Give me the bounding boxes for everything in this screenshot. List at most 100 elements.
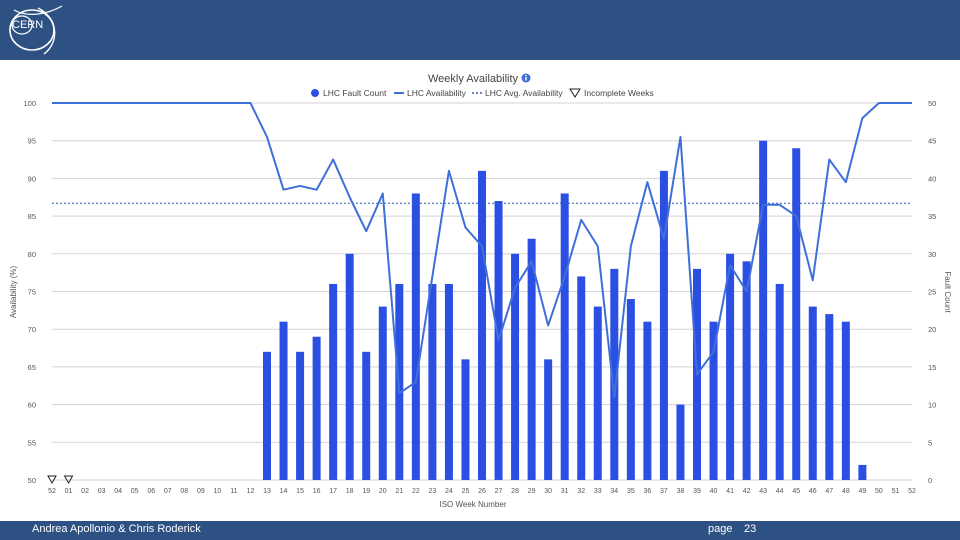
legend-item-incomplete-weeks[interactable]: Incomplete Weeks: [569, 88, 654, 98]
y-left-tick-label: 80: [28, 250, 36, 259]
x-tick-label: 41: [726, 488, 734, 495]
legend: LHC Fault Count LHC Availability LHC Avg…: [311, 88, 654, 98]
fault-count-bar[interactable]: [726, 253, 735, 480]
fault-count-bar[interactable]: [329, 283, 338, 480]
y-left-tick-label: 60: [28, 401, 36, 410]
x-tick-label: 15: [296, 488, 304, 495]
fault-count-bar[interactable]: [577, 276, 586, 480]
y-right-tick-label: 5: [928, 438, 932, 447]
y-right-tick-label: 25: [928, 288, 936, 297]
x-tick-label: 03: [98, 488, 106, 495]
fault-count-bar[interactable]: [610, 268, 619, 480]
x-tick-label: 46: [809, 488, 817, 495]
fault-count-bar[interactable]: [841, 321, 850, 480]
fault-count-bar[interactable]: [511, 253, 520, 480]
x-tick-label: 08: [180, 488, 188, 495]
fault-count-bar[interactable]: [709, 321, 718, 480]
legend-label: LHC Fault Count: [323, 88, 387, 98]
incomplete-week-marker[interactable]: [63, 475, 74, 485]
y-left-tick-label: 50: [28, 476, 36, 485]
x-tick-label: 27: [495, 488, 503, 495]
x-tick-label: 52: [48, 488, 56, 495]
footer-page-label: page: [708, 523, 733, 535]
y-right-tick-label: 40: [928, 174, 936, 183]
x-tick-label: 32: [577, 488, 585, 495]
y-left-tick-label: 70: [28, 325, 36, 334]
x-tick-label: 01: [65, 488, 73, 495]
fault-count-bar[interactable]: [312, 336, 321, 480]
fault-count-bar[interactable]: [659, 170, 668, 481]
fault-count-bar[interactable]: [808, 306, 817, 480]
fault-count-bar[interactable]: [428, 283, 437, 480]
x-tick-label: 18: [346, 488, 354, 495]
x-tick-label: 19: [362, 488, 370, 495]
x-tick-label: 39: [693, 488, 701, 495]
legend-item-availability[interactable]: LHC Availability: [394, 88, 467, 98]
fault-count-bar[interactable]: [461, 359, 470, 480]
cern-logo: CERN: [9, 5, 63, 55]
y-right-tick-label: 50: [928, 99, 936, 108]
fault-count-bar[interactable]: [411, 193, 420, 481]
x-tick-label: 44: [776, 488, 784, 495]
x-tick-label: 45: [792, 488, 800, 495]
fault-count-bar[interactable]: [775, 283, 784, 480]
y-right-tick-label: 20: [928, 325, 936, 334]
x-tick-label: 40: [710, 488, 718, 495]
x-tick-label: 05: [131, 488, 139, 495]
fault-count-bar[interactable]: [296, 351, 305, 480]
chart-title: Weekly Availability: [428, 73, 519, 85]
legend-label: LHC Availability: [407, 88, 467, 98]
fault-count-bar[interactable]: [593, 306, 602, 480]
axis-ticks: 5055606570758085909510005101520253035404…: [23, 99, 936, 495]
y-left-tick-label: 95: [28, 137, 36, 146]
x-axis-label: ISO Week Number: [440, 500, 507, 509]
fault-count-bar[interactable]: [676, 404, 685, 480]
x-tick-label: 42: [743, 488, 751, 495]
legend-item-avg-availability[interactable]: LHC Avg. Availability: [472, 88, 563, 98]
x-tick-label: 35: [627, 488, 635, 495]
fault-count-bar[interactable]: [345, 253, 354, 480]
x-tick-label: 38: [677, 488, 685, 495]
fault-count-bar[interactable]: [378, 306, 387, 480]
x-tick-label: 07: [164, 488, 172, 495]
fault-count-bar[interactable]: [527, 238, 536, 480]
x-tick-label: 10: [213, 488, 221, 495]
y-axis-right-label: Fault Count: [943, 271, 952, 313]
fault-count-bar[interactable]: [759, 140, 768, 480]
fault-count-bar[interactable]: [626, 299, 635, 480]
info-icon[interactable]: [521, 73, 531, 83]
x-tick-label: 22: [412, 488, 420, 495]
title-bar: CERN: [0, 0, 960, 60]
x-tick-label: 09: [197, 488, 205, 495]
x-tick-label: 29: [528, 488, 536, 495]
fault-count-bar[interactable]: [742, 261, 751, 480]
fault-count-bar[interactable]: [279, 321, 288, 480]
legend-item-fault-count[interactable]: LHC Fault Count: [311, 88, 387, 98]
fault-count-bar[interactable]: [263, 351, 271, 480]
x-tick-label: 34: [610, 488, 618, 495]
fault-count-bars: [263, 140, 867, 481]
x-tick-label: 02: [81, 488, 89, 495]
x-tick-label: 33: [594, 488, 602, 495]
incomplete-week-markers: [47, 475, 74, 485]
x-tick-label: 30: [544, 488, 552, 495]
y-left-tick-label: 100: [23, 99, 36, 108]
y-left-tick-label: 90: [28, 174, 36, 183]
fault-count-bar[interactable]: [792, 148, 801, 480]
fault-count-bar[interactable]: [478, 170, 486, 481]
x-tick-label: 14: [280, 488, 288, 495]
fault-count-bar[interactable]: [825, 314, 834, 480]
x-tick-label: 21: [395, 488, 403, 495]
fault-count-bar[interactable]: [544, 359, 553, 480]
footer-page-number: 23: [744, 523, 757, 535]
y-right-tick-label: 30: [928, 250, 936, 259]
fault-count-bar[interactable]: [560, 193, 569, 481]
x-tick-label: 51: [892, 488, 900, 495]
x-tick-label: 11: [230, 488, 237, 495]
fault-count-bar[interactable]: [362, 351, 371, 480]
incomplete-week-marker[interactable]: [47, 475, 57, 485]
fault-count-bar[interactable]: [858, 464, 867, 480]
fault-count-bar[interactable]: [444, 283, 453, 480]
fault-count-bar[interactable]: [643, 321, 652, 480]
legend-label: Incomplete Weeks: [584, 88, 654, 98]
